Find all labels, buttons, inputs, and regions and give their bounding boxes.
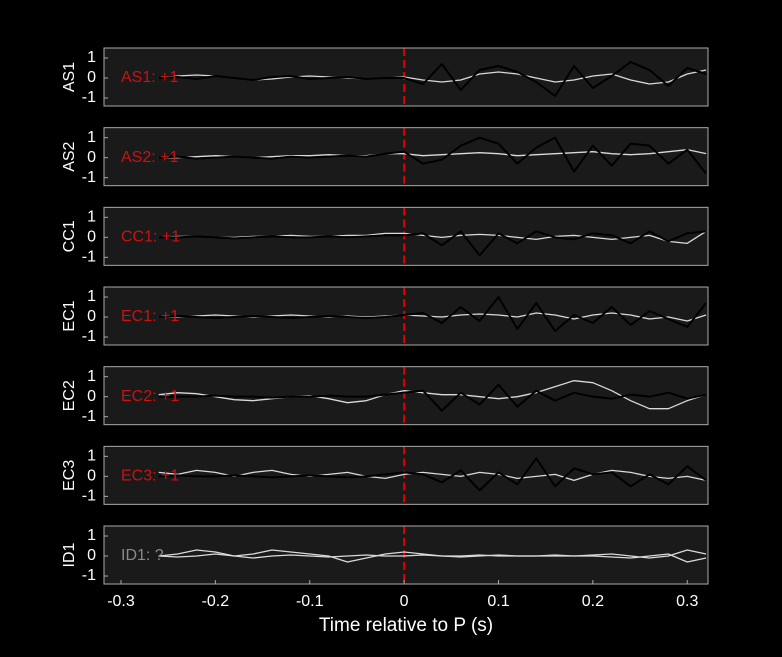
y-tick-label: 1 <box>87 129 96 146</box>
y-tick-label: 0 <box>87 229 96 246</box>
plot-area <box>158 287 707 346</box>
y-tick-label: -1 <box>82 249 96 266</box>
y-tick-label: 0 <box>87 69 96 86</box>
annotation: EC1: +1 <box>121 308 179 325</box>
panel-border <box>103 286 709 346</box>
trace <box>158 136 707 175</box>
trace <box>158 380 707 410</box>
x-tick-label: 0.3 <box>676 593 698 610</box>
trace <box>158 553 707 563</box>
y-tick-label: 0 <box>87 308 96 325</box>
annotation: EC3: +1 <box>121 468 179 485</box>
x-tick-label: 0.1 <box>487 593 509 610</box>
plot-area <box>158 446 707 505</box>
trace <box>158 61 707 97</box>
trace <box>158 296 707 333</box>
trace <box>158 457 707 492</box>
y-tick-label: -1 <box>82 328 96 345</box>
annotation: ID1: ? <box>121 547 164 564</box>
y-tick-label: 1 <box>87 209 96 226</box>
panel-border <box>103 366 709 426</box>
annotation: CC1: +1 <box>121 229 180 246</box>
x-tick-label: -0.3 <box>107 593 135 610</box>
y-tick-label: -1 <box>82 567 96 584</box>
y-tick-label: 0 <box>87 547 96 564</box>
plot-area <box>158 207 707 266</box>
x-tick-label: 0 <box>400 593 409 610</box>
y-tick-label: -1 <box>82 169 96 186</box>
panel-border <box>103 206 709 266</box>
y-axis-label: AS1 <box>61 62 78 92</box>
annotation: AS2: +1 <box>121 149 178 166</box>
y-tick-label: -1 <box>82 408 96 425</box>
panel-border <box>103 47 709 107</box>
y-axis-label: EC1 <box>61 300 78 331</box>
y-tick-label: 1 <box>87 288 96 305</box>
y-tick-label: 1 <box>87 49 96 66</box>
y-tick-label: 1 <box>87 448 96 465</box>
y-axis-label: EC3 <box>61 460 78 491</box>
y-tick-label: 1 <box>87 527 96 544</box>
trace <box>158 469 707 481</box>
trace <box>158 230 707 257</box>
plot-area <box>158 127 707 186</box>
y-tick-label: 0 <box>87 468 96 485</box>
y-axis-label: CC1 <box>61 220 78 252</box>
y-tick-label: -1 <box>82 488 96 505</box>
panel-border <box>103 127 709 187</box>
plot-area <box>158 48 707 106</box>
x-tick-label: -0.2 <box>202 593 230 610</box>
y-axis-label: AS2 <box>61 141 78 171</box>
plot-area <box>158 366 707 425</box>
annotation: AS1: +1 <box>121 69 178 86</box>
x-axis-label: Time relative to P (s) <box>319 615 493 636</box>
panel-border <box>103 525 709 585</box>
y-tick-label: 1 <box>87 368 96 385</box>
plot-area <box>158 526 707 585</box>
annotation: EC2: +1 <box>121 388 179 405</box>
y-axis-label: ID1 <box>61 542 78 567</box>
panel-border <box>103 445 709 505</box>
x-tick-label: 0.2 <box>582 593 604 610</box>
x-tick-label: -0.1 <box>296 593 324 610</box>
y-tick-label: 0 <box>87 388 96 405</box>
y-tick-label: 0 <box>87 149 96 166</box>
y-axis-label: EC2 <box>61 380 78 411</box>
trace <box>158 383 707 412</box>
y-tick-label: -1 <box>82 89 96 106</box>
